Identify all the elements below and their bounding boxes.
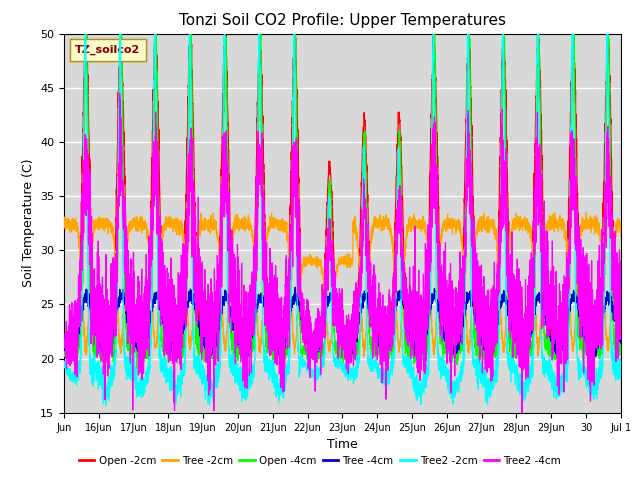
Legend: TZ_soilco2: TZ_soilco2 xyxy=(70,39,146,60)
Tree -4cm xyxy=(588,358,596,364)
Open -4cm xyxy=(82,31,90,36)
Tree2 -4cm xyxy=(420,317,428,323)
Tree2 -4cm xyxy=(156,235,164,240)
Tree2 -4cm xyxy=(488,378,496,384)
Open -4cm xyxy=(60,351,68,357)
Open -4cm xyxy=(617,345,625,351)
Open -2cm xyxy=(472,292,479,298)
Tree -2cm xyxy=(420,225,428,230)
Tree -4cm xyxy=(496,303,504,309)
Open -2cm xyxy=(488,326,496,332)
Tree -2cm xyxy=(472,239,479,245)
Tree2 -4cm xyxy=(116,91,124,96)
Line: Tree2 -2cm: Tree2 -2cm xyxy=(64,34,621,405)
Tree -4cm xyxy=(156,301,164,307)
Open -2cm xyxy=(497,134,504,140)
Tree -2cm xyxy=(60,222,68,228)
Tree -4cm xyxy=(472,316,479,322)
Y-axis label: Soil Temperature (C): Soil Temperature (C) xyxy=(22,159,35,288)
Open -2cm xyxy=(420,318,428,324)
Line: Open -2cm: Open -2cm xyxy=(64,34,621,361)
Tree2 -2cm xyxy=(472,372,479,378)
Tree -4cm xyxy=(60,333,68,339)
Tree2 -2cm xyxy=(102,402,109,408)
Tree -2cm xyxy=(617,223,625,229)
Tree2 -2cm xyxy=(420,371,428,376)
Tree -2cm xyxy=(551,210,559,216)
Tree2 -2cm xyxy=(60,364,68,370)
Open -4cm xyxy=(432,89,440,95)
Tree2 -4cm xyxy=(496,261,504,266)
Open -2cm xyxy=(432,79,440,84)
Open -4cm xyxy=(497,263,504,269)
X-axis label: Time: Time xyxy=(327,438,358,451)
Open -2cm xyxy=(617,333,625,338)
Tree2 -2cm xyxy=(156,360,164,366)
Legend: Open -2cm, Tree -2cm, Open -4cm, Tree -4cm, Tree2 -2cm, Tree2 -4cm: Open -2cm, Tree -2cm, Open -4cm, Tree -4… xyxy=(75,452,565,470)
Open -2cm xyxy=(156,214,164,219)
Tree2 -4cm xyxy=(60,345,68,350)
Tree2 -2cm xyxy=(617,368,625,373)
Open -4cm xyxy=(472,326,479,332)
Tree2 -4cm xyxy=(431,170,439,176)
Open -4cm xyxy=(420,341,428,347)
Tree2 -4cm xyxy=(617,318,625,324)
Open -4cm xyxy=(488,345,496,350)
Title: Tonzi Soil CO2 Profile: Upper Temperatures: Tonzi Soil CO2 Profile: Upper Temperatur… xyxy=(179,13,506,28)
Tree -2cm xyxy=(360,354,367,360)
Tree -4cm xyxy=(488,343,496,348)
Line: Tree2 -4cm: Tree2 -4cm xyxy=(64,94,621,413)
Tree -2cm xyxy=(431,336,439,342)
Line: Open -4cm: Open -4cm xyxy=(64,34,621,374)
Tree -4cm xyxy=(420,333,428,338)
Tree -2cm xyxy=(156,281,164,287)
Open -4cm xyxy=(136,372,143,377)
Tree2 -2cm xyxy=(81,31,89,36)
Tree -2cm xyxy=(488,222,496,228)
Tree -4cm xyxy=(291,284,299,290)
Open -4cm xyxy=(156,312,164,318)
Open -2cm xyxy=(60,332,68,337)
Line: Tree -2cm: Tree -2cm xyxy=(64,213,621,357)
Tree2 -2cm xyxy=(432,223,440,228)
Tree -4cm xyxy=(617,340,625,346)
Tree -4cm xyxy=(431,288,439,293)
Open -2cm xyxy=(98,358,106,364)
Open -2cm xyxy=(117,31,125,36)
Tree -2cm xyxy=(496,296,504,301)
Tree2 -4cm xyxy=(472,271,479,276)
Line: Tree -4cm: Tree -4cm xyxy=(64,287,621,361)
Tree2 -2cm xyxy=(497,253,504,259)
Tree2 -2cm xyxy=(488,382,496,388)
Tree2 -4cm xyxy=(518,410,526,416)
